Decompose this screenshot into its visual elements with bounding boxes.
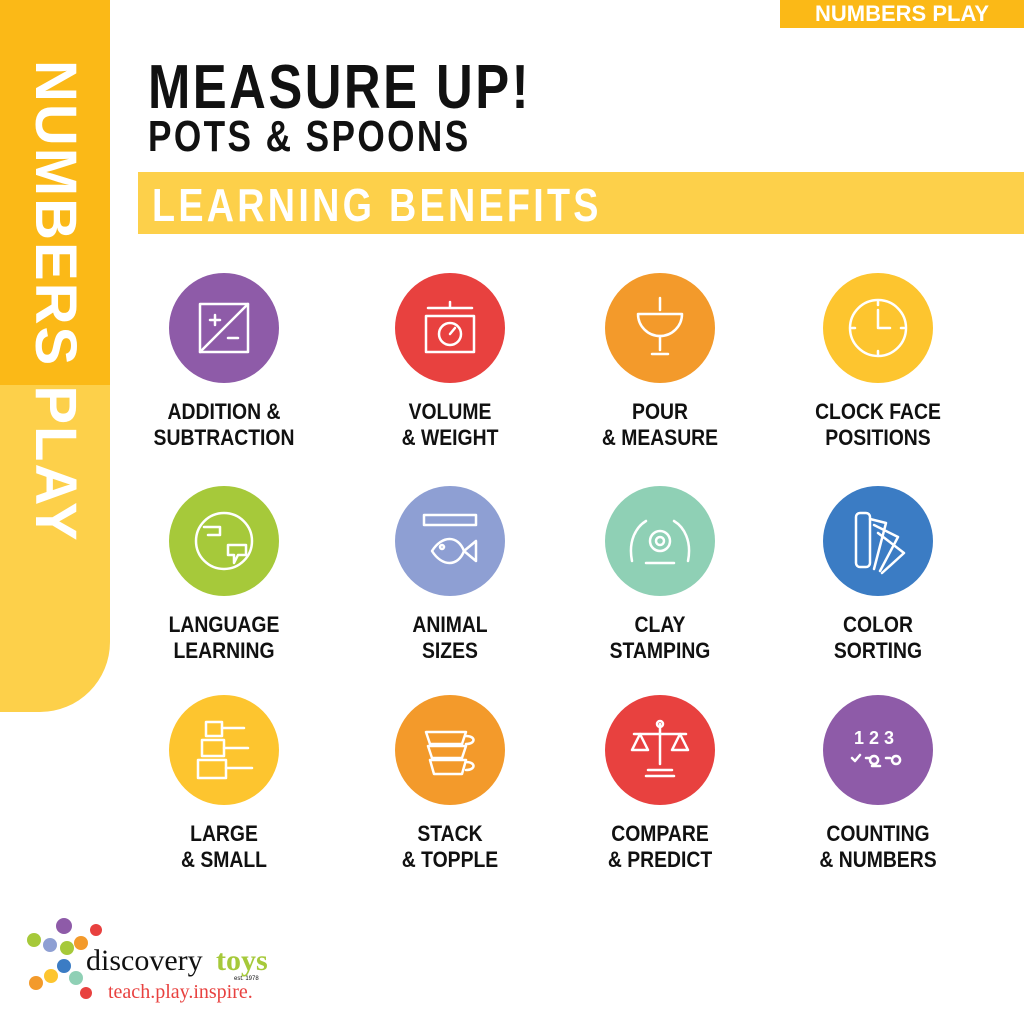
benefit-circle: [823, 273, 933, 383]
category-tag: NUMBERS PLAY: [780, 0, 1024, 28]
logo-est: est. 1978: [234, 976, 259, 982]
side-banner-top: [0, 0, 110, 385]
logo-tagline: teach.play.inspire.: [108, 981, 253, 1003]
numbers-icon: 1 2 3: [850, 728, 902, 768]
benefit-item: CLOCK FACE POSITIONS: [778, 273, 978, 451]
side-banner-text: NUMBERS PLAY: [23, 60, 88, 543]
svg-text:1 2 3: 1 2 3: [854, 728, 894, 748]
logo-brand: discovery: [86, 944, 203, 977]
benefit-circle: [395, 695, 505, 805]
logo-brand2: toys: [216, 944, 268, 977]
benefit-label: ANIMAL SIZES: [412, 612, 488, 663]
stacked-cups-icon: [424, 730, 475, 776]
benefit-circle: [169, 273, 279, 383]
benefit-item: COMPARE & PREDICT: [560, 695, 760, 873]
benefit-circle: [605, 273, 715, 383]
benefit-item: ADDITION & SUBTRACTION: [124, 273, 324, 451]
clock-icon: [848, 298, 908, 358]
benefit-circle: [395, 486, 505, 596]
benefit-label: COMPARE & PREDICT: [607, 821, 713, 872]
page-subtitle: POTS & SPOONS: [148, 112, 471, 161]
discovery-toys-logo: discovery toys est. 1978 teach.play.insp…: [27, 918, 268, 1003]
balance-scale-icon: [630, 719, 690, 778]
page-title: MEASURE UP!: [148, 53, 531, 122]
benefit-label: POUR & MEASURE: [601, 399, 719, 450]
benefit-item: CLAY STAMPING: [560, 486, 760, 664]
fish-ruler-icon: [422, 513, 478, 565]
benefit-item: VOLUME & WEIGHT: [350, 273, 550, 451]
benefit-circle: [823, 486, 933, 596]
benefit-item: 1 2 3 COUNTING & NUMBERS: [778, 695, 978, 873]
kitchen-scale-icon: [424, 300, 476, 354]
benefit-item: COLOR SORTING: [778, 486, 978, 664]
benefit-label: VOLUME & WEIGHT: [401, 399, 499, 450]
benefit-circle: [395, 273, 505, 383]
color-swatch-icon: [854, 511, 906, 575]
benefit-label: LARGE & SMALL: [180, 821, 268, 872]
pouring-ladle-icon: [636, 296, 684, 356]
globe-speech-icon: [194, 511, 254, 571]
benefit-label: LANGUAGE LEARNING: [168, 612, 280, 663]
benefit-label: COUNTING & NUMBERS: [819, 821, 937, 872]
benefit-circle: 1 2 3: [823, 695, 933, 805]
benefit-label: STACK & TOPPLE: [401, 821, 499, 872]
benefit-circle: [169, 486, 279, 596]
side-banner-bottom: [0, 385, 110, 712]
benefit-item: LARGE & SMALL: [124, 695, 324, 873]
benefit-item: LANGUAGE LEARNING: [124, 486, 324, 664]
benefit-item: ANIMAL SIZES: [350, 486, 550, 664]
benefit-label: COLOR SORTING: [833, 612, 923, 663]
benefit-item: STACK & TOPPLE: [350, 695, 550, 873]
section-header: LEARNING BENEFITS: [138, 172, 1024, 234]
benefit-circle: [605, 695, 715, 805]
hands-clay-icon: [629, 519, 691, 565]
benefit-label: CLOCK FACE POSITIONS: [815, 399, 941, 450]
measuring-cups-icon: [196, 720, 254, 780]
section-header-text: LEARNING BENEFITS: [152, 179, 602, 231]
plus-minus-icon: [198, 302, 250, 354]
benefit-circle: [169, 695, 279, 805]
benefit-label: ADDITION & SUBTRACTION: [153, 399, 295, 450]
benefit-label: CLAY STAMPING: [609, 612, 711, 663]
benefit-item: POUR & MEASURE: [560, 273, 760, 451]
benefit-circle: [605, 486, 715, 596]
